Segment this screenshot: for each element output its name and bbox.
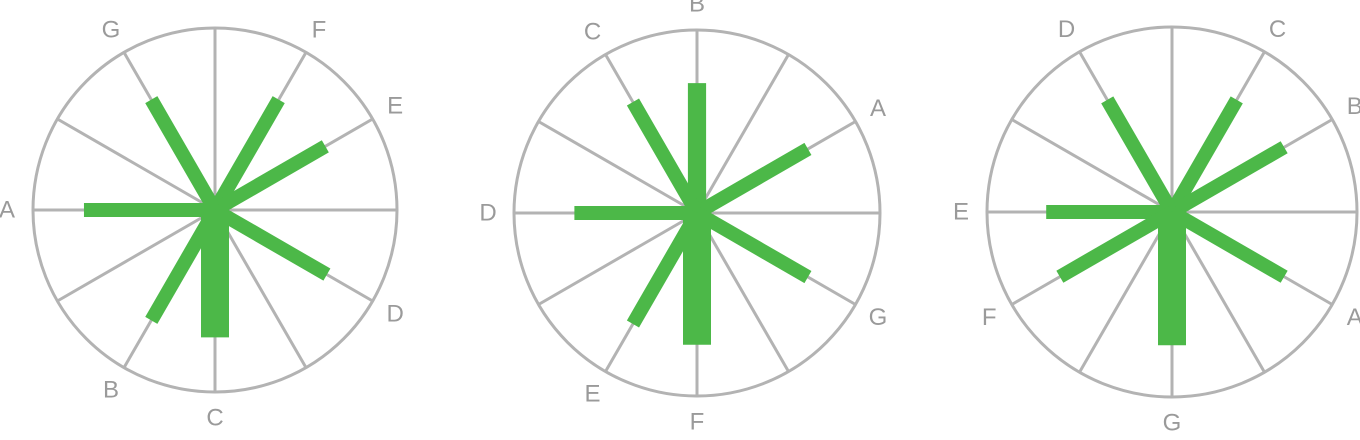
bar-A bbox=[693, 142, 812, 220]
spoke-label-F: F bbox=[982, 304, 997, 331]
spoke-label-F: F bbox=[690, 409, 705, 436]
spoke-label-B: B bbox=[689, 0, 705, 18]
bar-E bbox=[211, 140, 329, 217]
spoke-label-D: D bbox=[386, 301, 403, 328]
spoke-label-B: B bbox=[1347, 93, 1360, 120]
bar-D bbox=[211, 203, 331, 281]
spoke-line bbox=[1170, 211, 1266, 373]
spoke-label-C: C bbox=[1269, 16, 1286, 43]
bar-D bbox=[1101, 96, 1179, 216]
bar-B bbox=[1168, 141, 1288, 219]
spoke-line bbox=[1011, 118, 1173, 214]
spoke-label-B: B bbox=[103, 377, 119, 404]
spoke-label-D: D bbox=[1058, 16, 1075, 43]
spoke-line bbox=[695, 212, 790, 373]
spoke-label-E: E bbox=[584, 380, 600, 407]
spoke-label-A: A bbox=[0, 197, 15, 224]
bar-C bbox=[1165, 96, 1243, 216]
spoke-label-E: E bbox=[953, 199, 969, 226]
spoke-label-D: D bbox=[479, 200, 496, 227]
spoke-label-C: C bbox=[584, 19, 601, 46]
spoke-label-A: A bbox=[870, 95, 886, 122]
bar-G bbox=[145, 96, 222, 214]
spoke-line bbox=[695, 53, 790, 214]
spoke-line bbox=[1078, 211, 1174, 373]
wheel-rim bbox=[985, 25, 1359, 399]
spoke-line bbox=[537, 211, 698, 306]
spoke-label-G: G bbox=[102, 16, 121, 43]
bar-F bbox=[208, 96, 285, 214]
spoke-label-G: G bbox=[869, 304, 888, 331]
spoke-line bbox=[56, 117, 216, 212]
bar-G bbox=[693, 206, 812, 284]
wheel-3: D C B E A F G bbox=[953, 16, 1360, 437]
spoke-line bbox=[537, 120, 698, 215]
spoke-line bbox=[56, 208, 216, 303]
spoke-line bbox=[213, 209, 308, 369]
spoke-label-C: C bbox=[206, 405, 223, 432]
wheel-2: B C A D G E F bbox=[479, 0, 887, 436]
wheel-rim bbox=[512, 28, 882, 398]
bar-F bbox=[1056, 205, 1176, 283]
wheel-rim bbox=[31, 26, 399, 394]
spoke-label-F: F bbox=[312, 16, 327, 43]
spoke-label-A: A bbox=[1347, 304, 1360, 331]
bar-A bbox=[1168, 205, 1288, 283]
wheel-1: F E D C B A G bbox=[0, 16, 404, 431]
bar-C bbox=[626, 98, 704, 217]
spoke-label-E: E bbox=[387, 93, 403, 120]
spoke-label-G: G bbox=[1163, 410, 1182, 437]
